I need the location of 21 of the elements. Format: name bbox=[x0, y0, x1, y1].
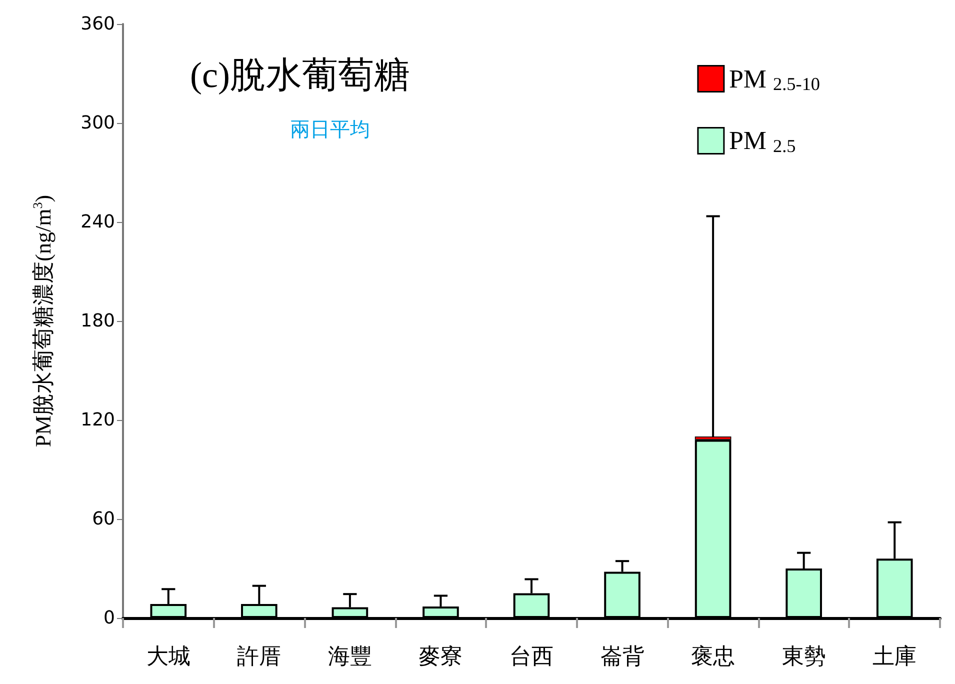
y-tick-label: 60 bbox=[92, 508, 115, 530]
x-tick-label: 崙背 bbox=[600, 644, 644, 670]
y-tick-label: 180 bbox=[80, 310, 115, 332]
x-tick-label: 土庫 bbox=[872, 644, 917, 670]
legend-label: PM 2.5 bbox=[728, 126, 796, 156]
y-axis-title: PM脫水葡萄糖濃度(ng/m3) bbox=[30, 194, 56, 448]
text: 兩日平均 bbox=[290, 117, 370, 141]
x-tick-label: 許厝 bbox=[237, 644, 282, 670]
y-tick-label: 120 bbox=[80, 410, 115, 430]
y-tick-label: 360 bbox=[80, 14, 115, 34]
x-tick-label: 大城 bbox=[146, 644, 190, 670]
text: (c)脫水葡萄糖 bbox=[190, 55, 410, 95]
x-tick-label: 台西 bbox=[510, 644, 554, 670]
legend-label: PM 2.5-10 bbox=[728, 64, 820, 94]
x-tick-label: 褒忠 bbox=[691, 644, 736, 670]
x-tick-label: 東勢 bbox=[782, 644, 826, 670]
y-tick-label: 0 bbox=[104, 608, 115, 628]
y-tick-label: 240 bbox=[80, 212, 115, 232]
x-tick-label: 海豐 bbox=[328, 644, 372, 670]
x-tick-label: 麥寮 bbox=[418, 644, 463, 670]
y-tick-label: 300 bbox=[80, 112, 115, 134]
